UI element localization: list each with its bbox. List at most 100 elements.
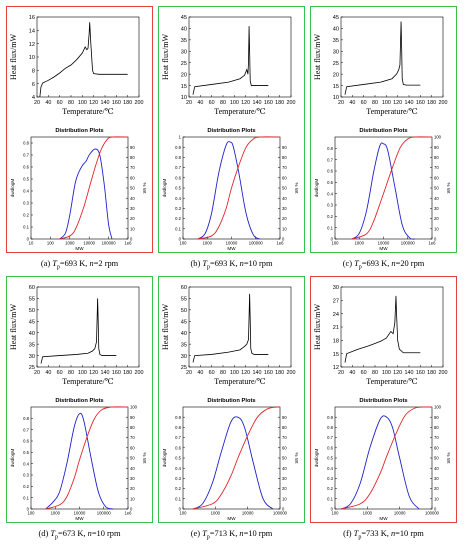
distribution-y-tick-label: 0.5 [175,186,181,191]
panel-caption: (b) Tp=693 K, n=10 rpm [155,259,309,271]
caption-tp-value: =713 K, [209,529,240,538]
dsc-x-axis-label: Temperature/℃ [62,377,114,386]
distribution-x-tick-label: 1e6 [125,511,133,516]
panel-a: 4 6 8 10 12 14 16 20 40 60 80 100 120 140 160 180 200 Tem… [6,6,153,253]
distribution-y-tick-label: 0 [179,507,182,512]
distribution-y2-tick-label: 50 [434,186,439,191]
distribution-x-tick-label: 1000 [203,241,213,246]
cumulative-weight-curve [351,136,433,240]
distribution-y2-tick-label: 20 [130,216,135,221]
distribution-y-tick-label: 0.7 [175,165,181,170]
distribution-y2-tick-label: 80 [282,425,287,430]
distribution-y-tick-label: 0.5 [175,456,181,461]
dsc-x-tick-label: 120 [89,100,98,106]
distribution-y-tick-label: 0.6 [175,445,181,450]
molecular-weight-density-curve [59,148,113,240]
dsc-x-tick-label: 80 [372,370,378,376]
dsc-plot-frame [340,286,444,368]
dsc-chart: 10 15 20 25 30 35 40 45 20 40 60 80 100 120 140 160 180 2… [313,15,448,116]
distribution-y2-tick-label: 60 [434,175,439,180]
distribution-y2-tick-label: 10 [130,226,135,231]
distribution-y-tick-label: 0.7 [23,153,29,158]
dsc-x-axis-label: Temperature/℃ [366,107,418,116]
distribution-title: Distribution Plots [359,398,407,404]
distribution-y-tick-label: 0.2 [175,486,181,491]
caption-tp-subscript: p [206,534,210,541]
dsc-x-tick-label: 120 [241,100,250,106]
caption-n-symbol: n [89,259,94,268]
distribution-y2-tick-label: 70 [434,435,439,440]
distribution-y-tick-label: 0.6 [327,445,333,450]
dsc-y-tick-label: 12 [333,365,339,371]
distribution-y2-tick-label: 30 [130,206,135,211]
distribution-x-axis-label: MW [227,516,236,521]
distribution-y2-axis-label: % Wt [294,183,299,195]
dsc-x-tick-label: 160 [112,100,121,106]
distribution-y-tick-label: 0.4 [327,191,333,196]
dsc-x-tick-label: 80 [68,370,74,376]
dsc-y-tick-label: 60 [181,285,187,291]
dsc-x-tick-label: 140 [405,100,414,106]
distribution-y2-tick-label: 60 [130,175,135,180]
distribution-chart: Distribution Plots 0 0.1 0.2 0.3 0.4 0.5 0.6 0.7… [10,128,147,251]
distribution-y2-tick-label: 60 [282,175,287,180]
caption-n-value: =10 rpm [395,529,424,538]
distribution-title: Distribution Plots [55,128,103,134]
distribution-y-tick-label: 0.2 [327,214,333,219]
cumulative-weight-curve [340,406,433,510]
distribution-y2-tick-label: 40 [434,196,439,201]
dsc-y-tick-label: 4 [32,95,35,101]
cumulative-weight-curve [192,406,281,510]
dsc-x-tick-label: 180 [427,100,436,106]
distribution-y2-tick-label: 10 [434,496,439,501]
distribution-x-tick-label: 100 [180,241,188,246]
dsc-chart: 10 15 20 25 30 35 40 45 20 40 60 80 100 120 140 160 180 2… [161,15,296,116]
distribution-y-tick-label: 0.7 [327,435,333,440]
distribution-x-tick-label: 100 [28,511,36,516]
distribution-y2-tick-label: 40 [282,196,287,201]
distribution-x-axis-label: MW [75,246,84,251]
dsc-x-tick-label: 60 [57,370,63,376]
distribution-y-axis-label: dwdlogM [10,179,15,198]
dsc-plot-frame [340,16,444,98]
dsc-x-tick-label: 20 [338,370,344,376]
caption-tp-value: =693 K, [361,259,392,268]
dsc-x-tick-label: 160 [264,100,273,106]
dsc-x-tick-label: 40 [197,100,203,106]
panel-b: 10 15 20 25 30 35 40 45 20 40 60 80 100 120 140 160 180 2… [158,6,305,253]
distribution-y-tick-label: 0.4 [175,196,181,201]
dsc-x-tick-label: 200 [135,100,144,106]
dsc-x-tick-label: 20 [186,100,192,106]
dsc-x-tick-label: 140 [101,100,110,106]
distribution-y2-tick-label: 80 [282,155,287,160]
dsc-chart: 4 6 8 10 12 14 16 20 40 60 80 100 120 140 160 180 200 Tem… [9,15,144,116]
dsc-y-tick-label: 55 [29,297,35,303]
distribution-y2-tick-label: 60 [434,445,439,450]
distribution-y-tick-label: 0.9 [175,145,181,150]
molecular-weight-density-curve [45,412,114,510]
dsc-x-axis-label: Temperature/℃ [366,377,418,386]
dsc-plot-frame [36,16,140,98]
caption-prefix: (d) [38,529,51,538]
dsc-x-tick-label: 120 [89,370,98,376]
caption-n-symbol: n [87,529,92,538]
caption-prefix: (b) [190,259,203,268]
dsc-y-tick-label: 40 [29,331,35,337]
distribution-y-tick-label: 0.3 [327,203,333,208]
distribution-y-tick-label: 0.1 [327,225,333,230]
distribution-y2-tick-label: 70 [130,165,135,170]
distribution-x-tick-label: 10 [29,241,34,246]
dsc-y-tick-label: 25 [29,365,35,371]
dsc-x-tick-label: 160 [416,100,425,106]
dsc-y-tick-label: 25 [181,365,187,371]
distribution-y2-tick-label: 0 [282,507,285,512]
dsc-x-tick-label: 140 [101,370,110,376]
distribution-y2-tick-label: 40 [434,466,439,471]
dsc-x-tick-label: 120 [241,370,250,376]
dsc-x-tick-label: 40 [197,370,203,376]
distribution-x-tick-label: 100000 [97,511,112,516]
distribution-y-tick-label: 0.5 [23,450,29,455]
dsc-x-tick-label: 180 [123,100,132,106]
distribution-y-tick-label: 0.5 [23,177,29,182]
